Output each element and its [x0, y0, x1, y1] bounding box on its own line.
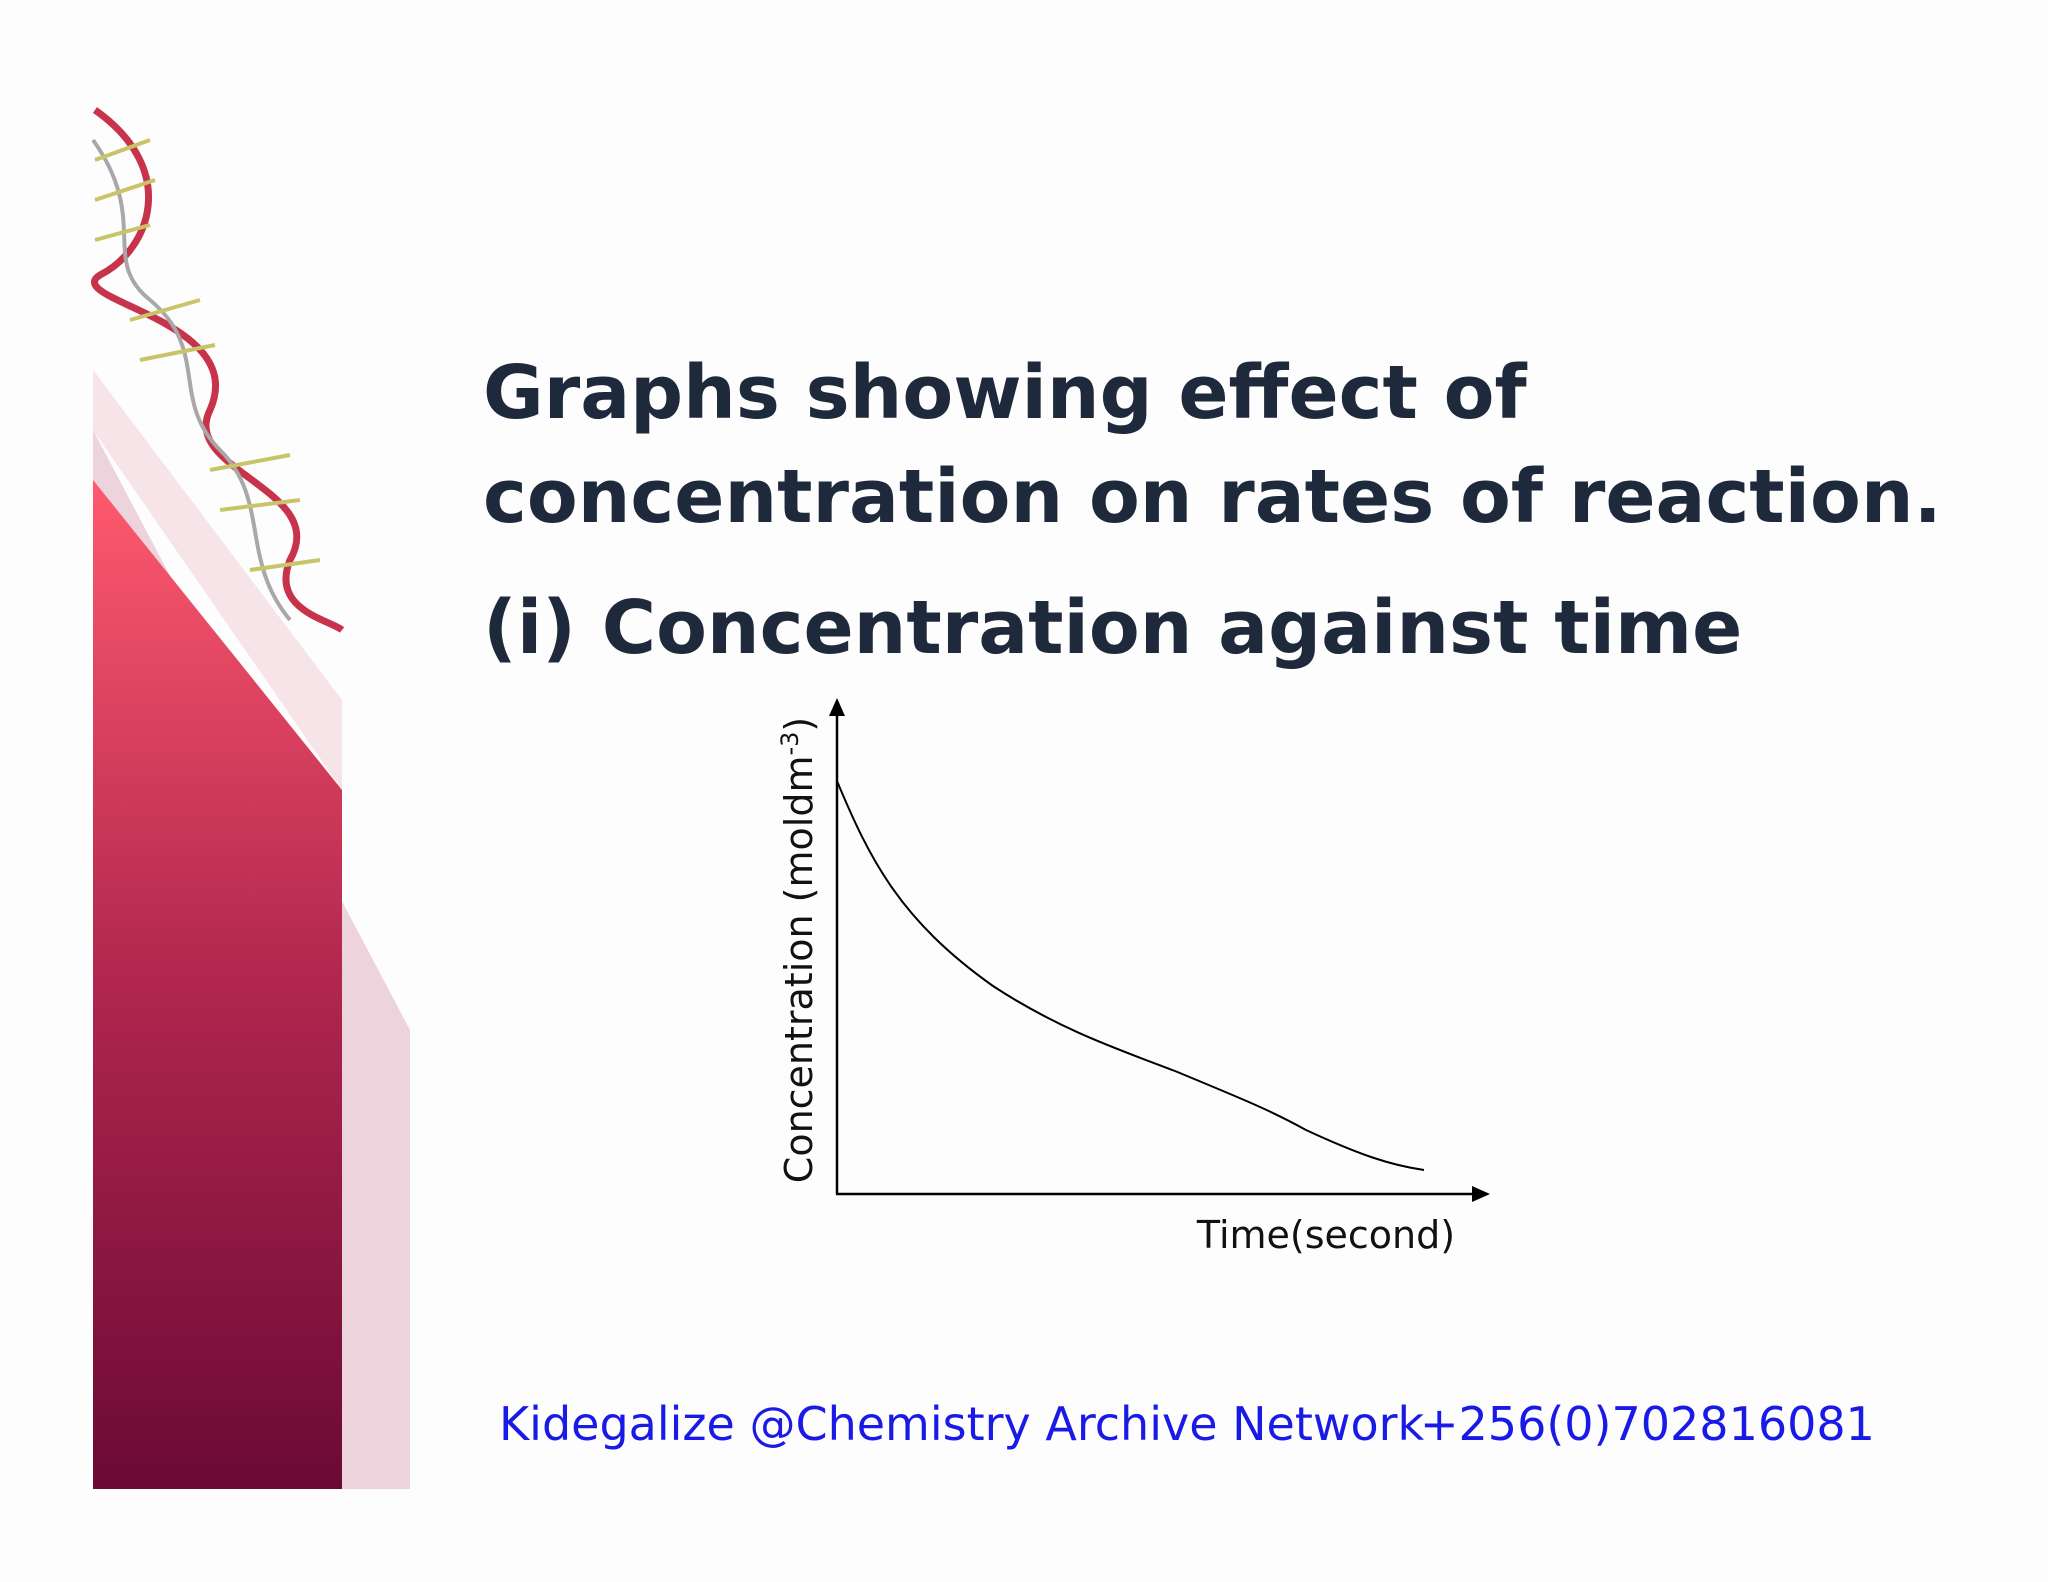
- footer-credit: Kidegalize @Chemistry Archive Network: [499, 1397, 1425, 1451]
- y-label-sup: -3: [776, 732, 804, 756]
- footer-phone: +256(0)702816081: [1420, 1397, 1875, 1451]
- graph: Time(second) Concentration (moldm-3): [776, 698, 1490, 1257]
- title-line: Graphs showing effect of: [483, 350, 1528, 436]
- y-label-end: ): [777, 717, 821, 732]
- subtitle: (i) Concentration against time: [483, 585, 1742, 671]
- x-arrow: [1472, 1186, 1490, 1202]
- title-line: concentration on rates of reaction.: [483, 454, 1942, 540]
- y-label-text: Concentration (moldm: [777, 756, 821, 1184]
- y-arrow: [829, 698, 845, 716]
- y-axis-label: Concentration (moldm-3): [776, 717, 821, 1183]
- x-axis-label: Time(second): [1196, 1213, 1455, 1257]
- decoration: [90, 107, 410, 1489]
- curve: [836, 780, 1425, 1171]
